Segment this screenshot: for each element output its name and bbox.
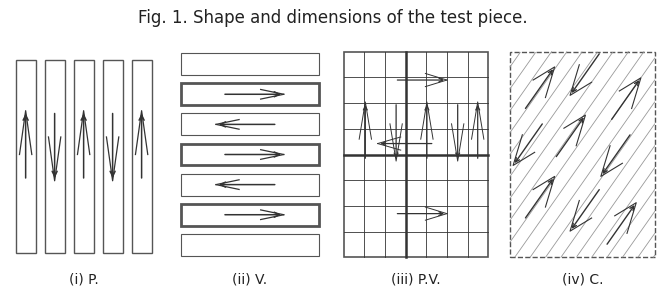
Text: (iii) P.V.: (iii) P.V. [392, 273, 441, 287]
Text: Fig. 1. Shape and dimensions of the test piece.: Fig. 1. Shape and dimensions of the test… [138, 9, 528, 27]
Text: (iv) C.: (iv) C. [561, 273, 603, 287]
Text: (i) P.: (i) P. [69, 273, 99, 287]
Text: (ii) V.: (ii) V. [232, 273, 268, 287]
Bar [180, 204, 319, 226]
Bar [180, 53, 319, 75]
Bar [180, 143, 319, 165]
Bar [74, 60, 94, 253]
Bar [132, 60, 152, 253]
Bar [15, 60, 36, 253]
Bar [180, 174, 319, 196]
Bar [103, 60, 123, 253]
Bar [180, 83, 319, 105]
Bar [180, 113, 319, 135]
Bar [180, 234, 319, 256]
Bar [45, 60, 65, 253]
